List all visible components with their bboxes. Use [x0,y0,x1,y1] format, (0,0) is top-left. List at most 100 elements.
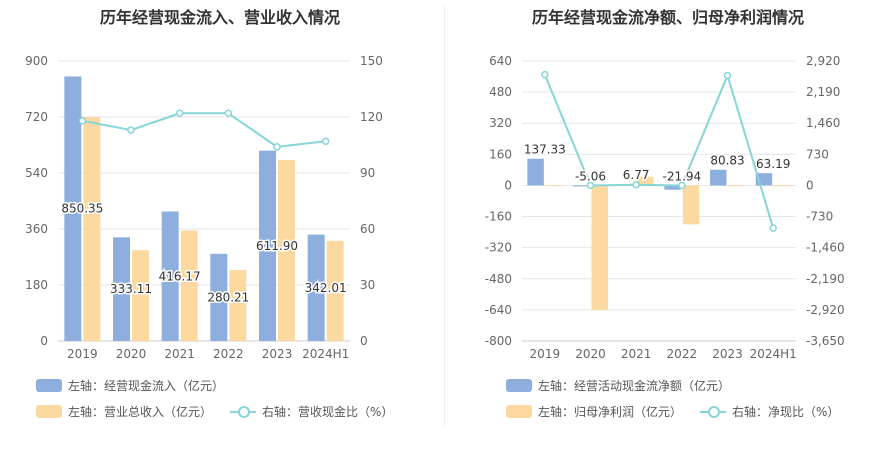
legend-swatch-net-profit [506,404,532,418]
legend-item-cash-inflow[interactable]: 左轴：经营现金流入（亿元） [36,377,224,394]
panel-divider [444,6,445,426]
x-axis-tick-label: 2021 [621,347,652,361]
chart-title: 历年经营现金流净额、归母净利润情况 [531,8,804,27]
chart-plot-cashflow-revenue: 900 720 540 360 180 0 150 120 90 60 30 0 2019 2020 202… [25,54,383,361]
series-line [82,112,326,148]
legend-swatch-net-cash-ratio [700,405,727,418]
right-axis-tick-label: -3,650 [806,334,845,348]
right-axis-tick-label: 150 [360,54,383,68]
legend-item-revenue[interactable]: 左轴：营业总收入（亿元） [36,403,212,420]
x-axis-tick-label: 2021 [164,347,195,361]
bar-primary [307,234,325,341]
data-label: -5.06 [575,169,606,183]
bar-secondary [278,159,295,341]
left-axis-tick-label: 720 [25,110,48,124]
left-axis-tick-label: -800 [485,334,512,348]
right-axis-tick-label: 60 [360,222,375,236]
bar-secondary [326,240,344,341]
data-label: 850.35 [61,202,103,216]
legend-label: 左轴：经营现金流入（亿元） [68,378,225,393]
line-point [78,116,87,125]
line-point [769,224,777,232]
bar-primary [210,253,228,341]
chart-panel-cashflow-revenue: 历年经营现金流入、营业收入情况 900 720 540 360 180 0 150 120 90… [0,0,440,430]
bar-secondary [229,270,247,341]
left-axis-tick-label: 360 [25,222,48,236]
legend-item-net-profit[interactable]: 左轴：归母净利润（亿元） [506,403,682,420]
right-axis-tick-label: 30 [360,278,375,292]
x-axis-tick-label: 2019 [530,347,561,361]
left-axis-tick-label: -480 [485,272,512,286]
series-line [543,72,775,229]
line-point [586,181,595,190]
left-axis-tick-label: -160 [485,210,512,224]
bar-secondary [132,250,149,341]
right-axis-tick-label: 2,190 [806,85,840,99]
line-point [175,109,184,118]
right-axis-tick-label: 120 [360,110,383,124]
legend-swatch-cash-inflow [36,378,62,392]
x-axis-tick-label: 2022 [667,347,698,361]
bar-secondary [180,230,198,341]
left-axis-tick-label: -640 [485,303,512,317]
line-point [224,109,233,118]
bar-secondary [83,117,101,341]
right-axis-tick-label: -1,460 [806,241,845,255]
legend-label: 左轴：营业总收入（亿元） [68,404,213,419]
chart-panel-netcash-profit: 历年经营现金流净额、归母净利润情况 640 480 320 160 0 -160 -320 -… [448,0,888,430]
bar-primary [64,76,82,342]
bar-secondary [774,185,791,187]
left-axis-tick-label: 0 [504,178,512,192]
left-axis-tick-label: 180 [25,278,48,292]
bar-primary [113,237,130,341]
x-axis-tick-label: 2019 [67,347,98,361]
x-axis-tick-label: 2024H1 [750,347,797,361]
data-label: -21.94 [662,169,701,183]
legend-swatch-revenue [36,404,62,418]
chart-title: 历年经营现金流入、营业收入情况 [99,8,340,27]
line-point [632,181,640,189]
x-axis-tick-label: 2020 [116,347,147,361]
right-axis-tick-label: 1,460 [806,116,840,130]
bar-primary [161,211,179,341]
chart-plot-netcash-profit: 640 480 320 160 0 -160 -320 -480 -640 -800 2,920 2,… [485,54,845,361]
legend-label: 左轴：归母净利润（亿元） [538,404,683,419]
x-axis-tick-label: 2022 [213,347,244,361]
left-axis-tick-label: 900 [25,54,48,68]
data-label: 342.01 [305,281,347,295]
legend-swatch-cash-ratio [230,405,257,418]
legend-item-net-cash-ratio[interactable]: 右轴：净现比（%） [700,403,839,420]
legend-item-net-cash[interactable]: 左轴：经营活动现金流净额（亿元） [506,377,730,394]
bar-secondary [682,185,700,225]
legend-label: 右轴：净现比（%） [732,404,840,419]
data-label: 611.90 [256,239,298,253]
right-axis-tick-label: -730 [806,210,833,224]
bar-primary [573,185,590,187]
x-axis-tick-label: 2020 [575,347,606,361]
bar-secondary [591,185,608,310]
data-label: 80.83 [710,154,744,168]
data-label: 333.11 [110,282,152,296]
data-label: 280.21 [207,290,249,304]
legend-swatch-net-cash [506,378,532,392]
left-axis-tick-label: 0 [40,334,48,348]
bar-primary [527,158,544,186]
data-label: 6.77 [623,168,650,182]
legend-label: 左轴：经营活动现金流净额（亿元） [538,378,731,393]
right-axis-tick-label: 0 [806,178,814,192]
right-axis-tick-label: -2,190 [806,272,845,286]
left-axis-tick-label: -320 [485,241,512,255]
bar-secondary [637,176,654,186]
data-label: 63.19 [756,157,790,171]
line-point [273,143,281,151]
right-axis-tick-label: -2,920 [806,303,845,317]
x-axis-tick-label: 2023 [712,347,743,361]
right-axis-tick-label: 90 [360,166,375,180]
legend-item-cash-ratio[interactable]: 右轴：营收现金比（%） [230,403,393,420]
bar-secondary [728,185,745,187]
bar-primary [259,150,276,341]
left-axis-tick-label: 480 [489,85,512,99]
line-point [723,71,732,80]
line-point [127,126,135,134]
